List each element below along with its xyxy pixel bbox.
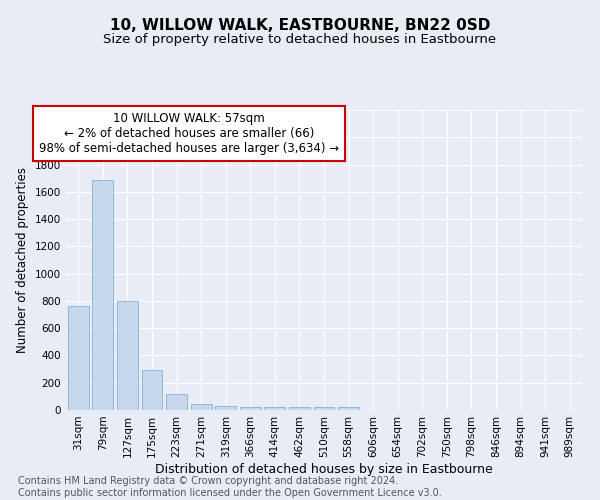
Y-axis label: Number of detached properties: Number of detached properties	[16, 167, 29, 353]
Bar	[314, 406, 334, 410]
Bar	[191, 404, 212, 410]
Bar	[240, 406, 261, 410]
Text: Contains HM Land Registry data © Crown copyright and database right 2024.
Contai: Contains HM Land Registry data © Crown c…	[18, 476, 442, 498]
Text: 10 WILLOW WALK: 57sqm
← 2% of detached houses are smaller (66)
98% of semi-detac: 10 WILLOW WALK: 57sqm ← 2% of detached h…	[39, 112, 339, 155]
Text: 10, WILLOW WALK, EASTBOURNE, BN22 0SD: 10, WILLOW WALK, EASTBOURNE, BN22 0SD	[110, 18, 490, 32]
Bar	[338, 408, 359, 410]
Bar	[265, 406, 286, 410]
Bar	[142, 370, 163, 410]
Bar	[68, 306, 89, 410]
Bar	[289, 406, 310, 410]
Bar	[166, 394, 187, 410]
Text: Size of property relative to detached houses in Eastbourne: Size of property relative to detached ho…	[103, 32, 497, 46]
Bar	[117, 301, 138, 410]
Bar	[92, 180, 113, 410]
Bar	[215, 406, 236, 410]
X-axis label: Distribution of detached houses by size in Eastbourne: Distribution of detached houses by size …	[155, 462, 493, 475]
